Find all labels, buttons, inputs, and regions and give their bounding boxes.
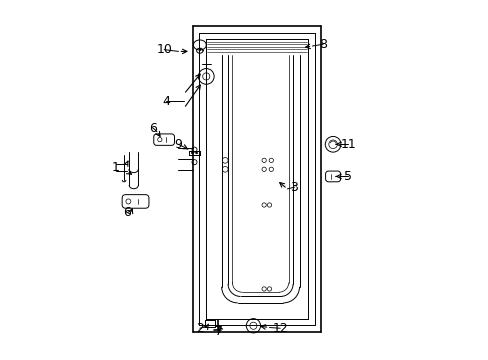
Circle shape [192, 159, 197, 165]
Text: 7: 7 [215, 325, 223, 338]
Circle shape [246, 319, 260, 333]
Text: 1: 1 [112, 161, 120, 174]
Circle shape [191, 152, 193, 154]
Text: 3: 3 [290, 181, 298, 194]
Circle shape [192, 147, 197, 152]
Text: 6: 6 [149, 122, 157, 135]
Text: 9: 9 [174, 138, 182, 151]
Text: 6: 6 [122, 206, 130, 219]
Text: 8: 8 [319, 38, 326, 51]
Text: 5: 5 [344, 170, 351, 183]
Text: 10: 10 [156, 43, 172, 56]
Circle shape [198, 68, 214, 84]
Text: 11: 11 [340, 138, 355, 151]
Circle shape [195, 152, 197, 154]
Text: 12: 12 [272, 322, 287, 335]
Text: 2: 2 [196, 322, 203, 335]
Text: 4: 4 [162, 95, 169, 108]
Circle shape [325, 136, 340, 152]
